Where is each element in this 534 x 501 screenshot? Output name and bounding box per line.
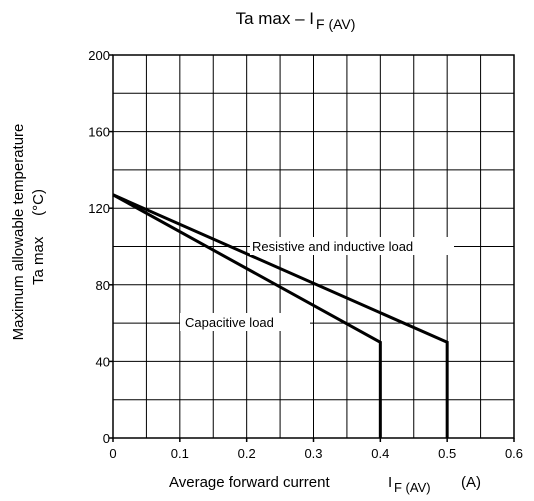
annotation-leaders: [160, 246, 514, 324]
x-axis-label-unit: (A): [461, 474, 481, 491]
chart-title: Ta max – I F (AV): [236, 9, 356, 32]
x-tick-label: 0.4: [371, 446, 389, 461]
y-axis-ticks: 0 40 80 120 160 200: [88, 48, 113, 446]
y-tick-label: 160: [88, 125, 110, 140]
annotation-resistive: Resistive and inductive load: [250, 237, 454, 255]
y-axis-label: Maximum allowable temperature Ta max (°C…: [10, 124, 47, 341]
x-axis-label-symbol: I: [388, 474, 392, 491]
annotation-capacitive: Capacitive load: [180, 313, 310, 331]
x-axis-ticks: 0 0.1 0.2 0.3 0.4 0.5 0.6: [109, 438, 523, 461]
y-tick-label: 200: [88, 48, 110, 63]
x-tick-label: 0.2: [238, 446, 256, 461]
y-axis-label-line2: Ta max (°C): [30, 189, 47, 285]
x-tick-label: 0.3: [304, 446, 322, 461]
y-tick-label: 40: [96, 354, 110, 369]
annotation-capacitive-label: Capacitive load: [185, 315, 274, 330]
x-axis-label: Average forward current I F (AV) (A): [169, 474, 481, 495]
y-axis-label-line1: Maximum allowable temperature: [10, 124, 27, 341]
series-line-capacitive: [112, 193, 382, 438]
x-tick-label: 0.5: [438, 446, 456, 461]
chart-title-subscript: F (AV): [316, 16, 355, 32]
x-tick-label: 0: [109, 446, 116, 461]
x-axis-label-text: Average forward current: [169, 474, 330, 491]
series: [112, 193, 449, 438]
x-tick-label: 0.1: [171, 446, 189, 461]
annotation-resistive-label: Resistive and inductive load: [252, 239, 413, 254]
annotation-capacitive-bg: [180, 313, 310, 331]
y-tick-label: 120: [88, 201, 110, 216]
x-tick-label: 0.6: [505, 446, 523, 461]
y-tick-label: 80: [96, 278, 110, 293]
series-line-resistive-inductive: [112, 193, 449, 438]
chart-title-main: Ta max – I: [236, 9, 314, 28]
x-axis-label-subscript: F (AV): [394, 480, 431, 495]
annotation-resistive-bg: [250, 237, 454, 255]
y-tick-label: 0: [103, 431, 110, 446]
